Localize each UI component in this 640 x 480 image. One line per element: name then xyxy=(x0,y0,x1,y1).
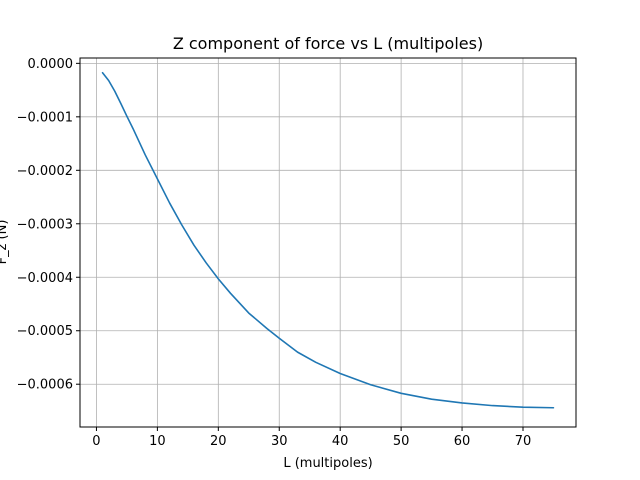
x-tick-label: 20 xyxy=(210,434,227,449)
x-axis: 0 10 20 30 40 50 60 70 xyxy=(92,427,531,449)
x-tick-label: 60 xyxy=(454,434,471,449)
plot-frame xyxy=(79,57,577,428)
x-tick-label: 40 xyxy=(332,434,349,449)
y-tick-label: −0.0004 xyxy=(17,271,73,286)
y-tick-label: −0.0003 xyxy=(17,217,73,232)
plot-area-background xyxy=(80,58,576,427)
x-tick-label: 10 xyxy=(149,434,166,449)
x-tick-label: 50 xyxy=(393,434,410,449)
x-axis-label: L (multipoles) xyxy=(283,456,372,471)
y-tick-label: −0.0002 xyxy=(17,164,73,179)
y-tick-label: −0.0006 xyxy=(17,378,73,393)
y-axis: 0.0000 −0.0001 −0.0002 −0.0003 −0.0004 −0.000… xyxy=(17,57,80,393)
x-tick-label: 0 xyxy=(92,434,100,449)
series-layer xyxy=(101,71,555,409)
y-axis-label: F_z (N) xyxy=(0,220,10,265)
y-tick-label: −0.0001 xyxy=(17,110,73,125)
chart-title: Z component of force vs L (multipoles) xyxy=(173,34,483,53)
grid xyxy=(80,58,576,427)
x-tick-label: 30 xyxy=(271,434,288,449)
y-tick-label: −0.0005 xyxy=(17,324,73,339)
x-tick-label: 70 xyxy=(515,434,532,449)
y-tick-label: 0.0000 xyxy=(28,57,74,72)
series-line xyxy=(101,71,555,409)
